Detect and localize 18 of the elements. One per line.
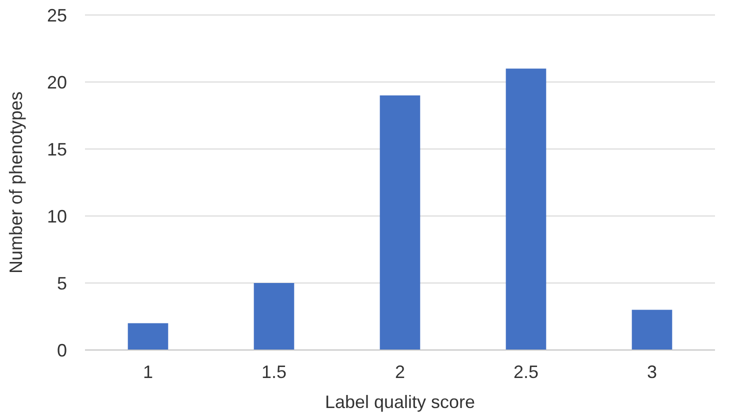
bar bbox=[506, 68, 546, 350]
x-tick-label: 2.5 bbox=[513, 362, 539, 382]
bar bbox=[380, 95, 420, 350]
y-tick-label: 25 bbox=[46, 5, 67, 26]
y-axis-title: Number of phenotypes bbox=[6, 91, 26, 274]
x-axis-title: Label quality score bbox=[324, 392, 476, 412]
y-tick-label: 20 bbox=[46, 72, 67, 92]
x-tick-label: 1.5 bbox=[261, 362, 287, 382]
y-tick-label: 15 bbox=[46, 139, 67, 160]
bar bbox=[254, 283, 294, 350]
bar bbox=[632, 310, 672, 350]
y-tick-label: 10 bbox=[46, 206, 67, 226]
x-tick-label: 1 bbox=[142, 362, 154, 382]
x-tick-label: 2 bbox=[394, 362, 406, 382]
x-tick-label: 3 bbox=[646, 362, 658, 382]
y-tick-label: 5 bbox=[56, 273, 67, 294]
bar bbox=[128, 323, 168, 350]
y-tick-label: 0 bbox=[56, 340, 67, 360]
